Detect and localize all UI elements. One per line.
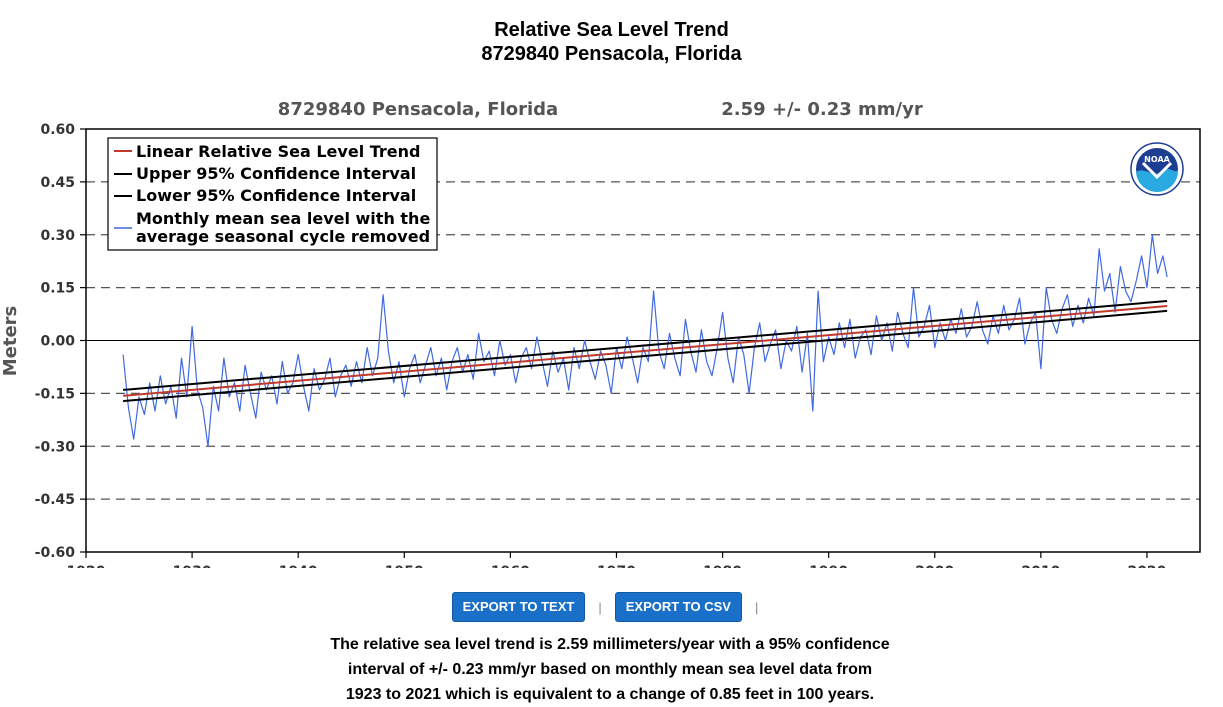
y-tick-label: -0.15 xyxy=(35,386,75,402)
chart-title-line-1: Relative Sea Level Trend xyxy=(494,19,729,41)
header-station: 8729840 Pensacola, Florida xyxy=(278,99,558,120)
noaa-logo: NOAA xyxy=(1130,142,1184,196)
x-tick-label: 2000 xyxy=(915,564,954,568)
y-axis-label: Meters xyxy=(0,306,21,377)
lower-ci-line xyxy=(123,309,1168,403)
logo-text: NOAA xyxy=(1144,155,1170,164)
upper-ci-line xyxy=(123,300,1168,391)
y-tick-label: 0.15 xyxy=(40,281,75,297)
sea-level-chart: 0.60 0.45 0.30 0.15 0.00 -0.15 -0.30 -0.45 -0.60… xyxy=(0,99,1201,568)
x-tick-label: 1990 xyxy=(809,564,848,568)
header-trend-rate: 2.59 +/- 0.23 mm/yr xyxy=(721,99,923,120)
chart-title: Relative Sea Level Trend 8729840 Pensaco… xyxy=(0,18,1223,66)
chart-title-line-2: 8729840 Pensacola, Florida xyxy=(481,43,742,65)
summary-line: interval of +/- 0.23 mm/yr based on mont… xyxy=(347,661,873,678)
y-tick-label: 0.30 xyxy=(40,228,75,244)
export-actions: EXPORT TO TEXT | EXPORT TO CSV | xyxy=(0,592,1223,622)
summary-line: 1923 to 2021 which is equivalent to a ch… xyxy=(345,686,875,703)
separator: | xyxy=(598,599,602,615)
legend-label-trend: Linear Relative Sea Level Trend xyxy=(136,142,420,161)
x-tick-label: 1920 xyxy=(67,564,106,568)
trend-line xyxy=(123,305,1168,397)
y-tick-label: 0.00 xyxy=(40,334,75,350)
legend-box xyxy=(107,137,438,251)
x-tick-label: 1940 xyxy=(279,564,318,568)
legend-label-monthly-1: Monthly mean sea level with the xyxy=(136,209,430,228)
x-tick-label: 2020 xyxy=(1127,564,1166,568)
y-tick-label: -0.45 xyxy=(35,492,75,508)
legend-label-monthly-2: average seasonal cycle removed xyxy=(136,227,430,246)
y-tick-label: 0.60 xyxy=(40,122,75,138)
separator: | xyxy=(754,599,759,615)
legend-label-lower-ci: Lower 95% Confidence Interval xyxy=(136,186,416,205)
legend-label-upper-ci: Upper 95% Confidence Interval xyxy=(136,164,416,183)
export-to-text-button[interactable]: EXPORT TO TEXT xyxy=(451,592,586,622)
legend: Linear Relative Sea Level Trend Upper 95… xyxy=(107,137,438,251)
x-tick-label: 1980 xyxy=(703,564,742,568)
x-tick-label: 1950 xyxy=(385,564,424,568)
trend-summary: The relative sea level trend is 2.59 mil… xyxy=(200,632,1020,707)
monthly-mean-line xyxy=(122,234,1168,447)
y-tick-label: 0.45 xyxy=(40,175,75,191)
x-tick-label: 1960 xyxy=(491,564,530,568)
x-tick-label: 1970 xyxy=(597,564,636,568)
summary-line: The relative sea level trend is 2.59 mil… xyxy=(330,636,890,653)
x-tick-label: 2010 xyxy=(1021,564,1060,568)
export-to-csv-button[interactable]: EXPORT TO CSV xyxy=(614,592,742,622)
x-tick-label: 1930 xyxy=(173,564,212,568)
y-tick-label: -0.60 xyxy=(35,545,76,561)
y-tick-label: -0.30 xyxy=(35,439,76,455)
